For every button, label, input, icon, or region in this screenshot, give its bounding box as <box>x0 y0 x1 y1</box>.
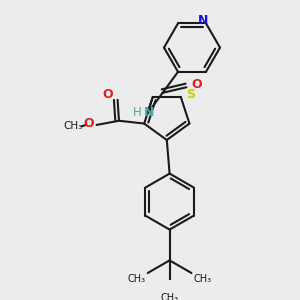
Text: O: O <box>191 78 202 91</box>
Text: N: N <box>197 14 208 27</box>
Text: H: H <box>133 106 142 119</box>
Text: N: N <box>143 106 154 119</box>
Text: CH₃: CH₃ <box>160 293 179 300</box>
Text: CH₃: CH₃ <box>193 274 212 284</box>
Text: CH₃: CH₃ <box>128 274 146 284</box>
Text: O: O <box>83 117 94 130</box>
Text: O: O <box>103 88 113 100</box>
Text: CH₃: CH₃ <box>63 121 83 130</box>
Text: S: S <box>186 88 195 100</box>
